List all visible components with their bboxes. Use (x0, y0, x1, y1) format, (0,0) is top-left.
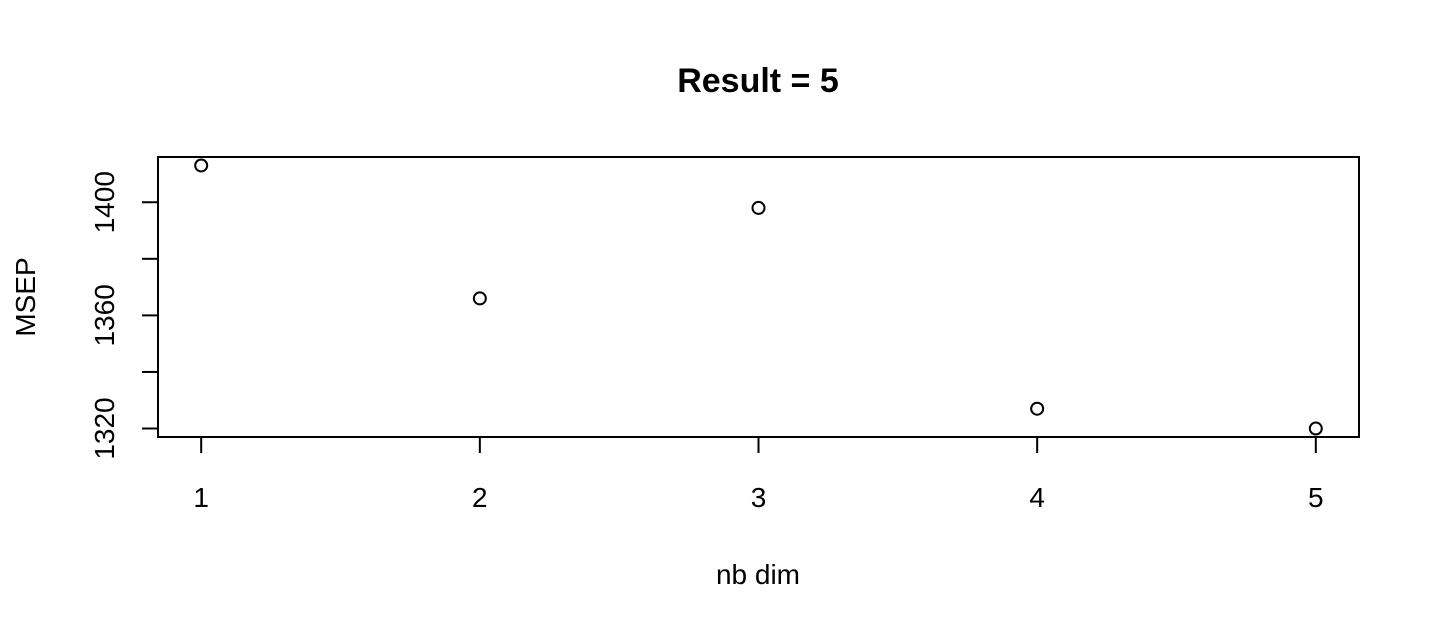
x-axis-label: nb dim (716, 559, 800, 590)
data-point (751, 200, 766, 215)
y-axis-label: MSEP (10, 257, 41, 336)
x-tick-label: 4 (1029, 482, 1045, 513)
chart-title: Result = 5 (677, 62, 839, 100)
data-points (194, 158, 1323, 436)
x-tick-label: 1 (193, 482, 209, 513)
y-tick-label: 1400 (89, 171, 120, 233)
x-tick-label: 3 (751, 482, 767, 513)
data-point (1030, 401, 1045, 416)
data-point (194, 158, 209, 173)
data-point (472, 291, 487, 306)
x-tick-label: 5 (1308, 482, 1324, 513)
y-tick-label: 1320 (89, 397, 120, 459)
x-axis: 1 2 3 4 5 (193, 436, 1324, 513)
data-point (1308, 421, 1323, 436)
y-axis: 1320 1360 1400 (89, 171, 159, 460)
plot-frame (157, 156, 1360, 438)
y-tick-label: 1360 (89, 284, 120, 346)
x-tick-label: 2 (472, 482, 488, 513)
